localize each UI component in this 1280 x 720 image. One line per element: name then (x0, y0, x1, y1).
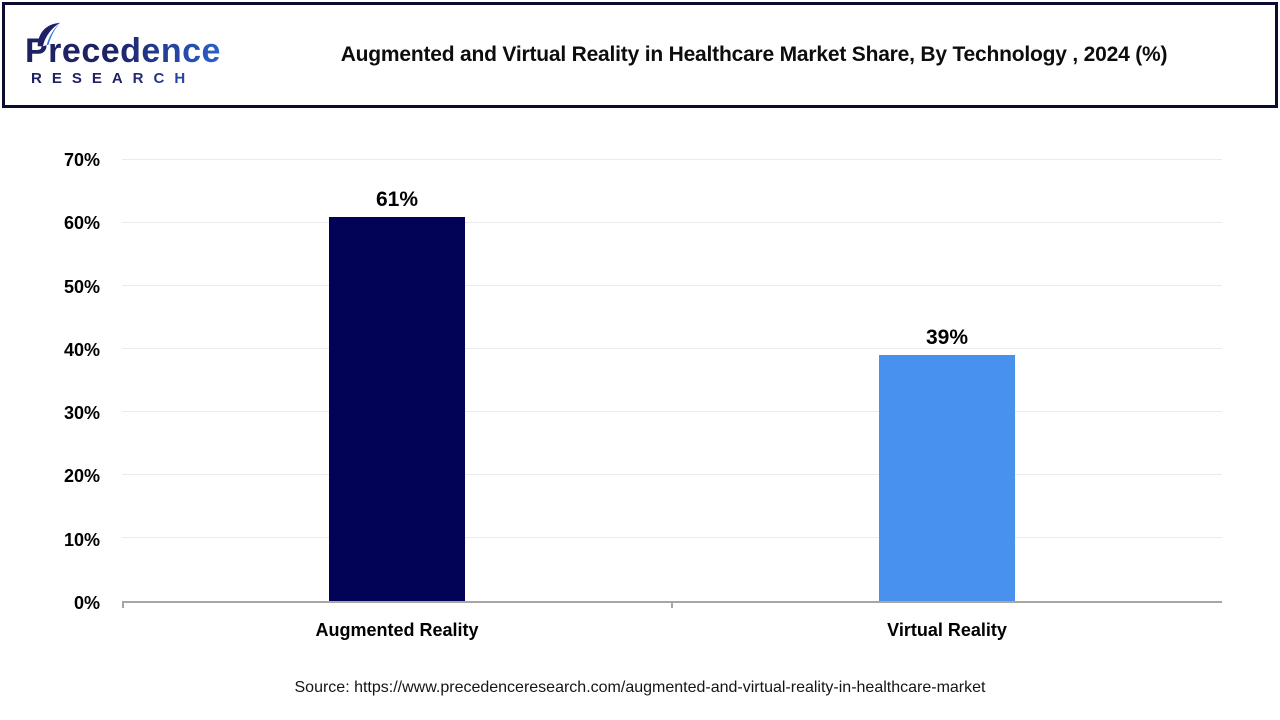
title-wrap: Augmented and Virtual Reality in Healthc… (247, 43, 1275, 67)
gridline (122, 348, 1222, 349)
y-axis-tick-label: 0% (73, 593, 100, 613)
x-axis-tick (671, 601, 673, 608)
bar-group-virtual-reality: 39% (837, 160, 1057, 601)
y-axis-tick-label: 20% (63, 466, 100, 487)
y-axis-labels: 0% 10% 20% 30% 40% 50% 60% 70% (0, 151, 100, 612)
brand-logo: Precedence RESEARCH (25, 22, 247, 87)
bar-virtual-reality (879, 355, 1015, 601)
gridline (122, 159, 1222, 160)
gridline (122, 222, 1222, 223)
y-axis-tick-label: 60% (63, 213, 100, 234)
x-axis-label-virtual-reality: Virtual Reality (887, 620, 1007, 640)
gridline (122, 537, 1222, 538)
bar-value-label-virtual-reality: 39% (925, 326, 969, 350)
chart-title: Augmented and Virtual Reality in Healthc… (340, 43, 1168, 66)
bar-augmented-reality (329, 216, 465, 601)
header: Precedence RESEARCH Augmented and Virtua… (2, 2, 1278, 108)
gridline (122, 285, 1222, 286)
gridline (122, 411, 1222, 412)
bar-group-augmented-reality: 61% (287, 160, 507, 601)
leaf-icon (37, 22, 61, 47)
y-axis-tick-label: 30% (63, 403, 100, 424)
source-text: Source: https://www.precedenceresearch.c… (294, 679, 986, 696)
brand-name: Precedence (25, 33, 247, 69)
bar-value-label-augmented-reality: 61% (375, 187, 419, 211)
x-axis-tick (122, 601, 124, 608)
y-axis-tick-label: 10% (63, 529, 100, 550)
plot-area: 61% 39% (122, 159, 1222, 608)
y-axis-tick-label: 40% (63, 339, 100, 360)
y-axis-tick-label: 70% (63, 150, 100, 170)
gridline (122, 474, 1222, 475)
x-axis-label-augmented-reality: Augmented Reality (315, 620, 479, 640)
brand-subtitle: RESEARCH (25, 70, 247, 87)
y-axis-tick-label: 50% (63, 276, 100, 297)
